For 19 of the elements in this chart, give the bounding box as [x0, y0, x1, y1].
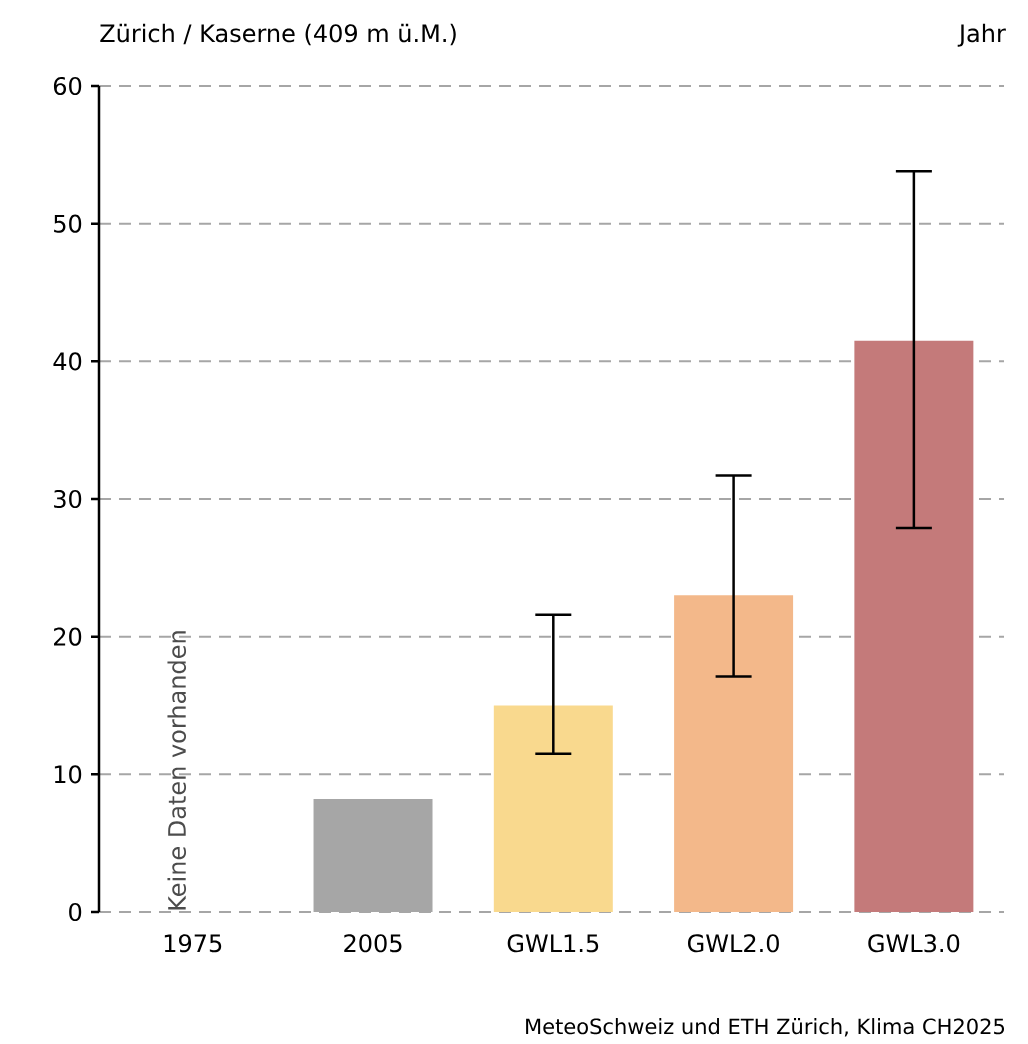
- text: MeteoSchweiz und ETH Zürich, Klima CH2025: [526, 1018, 1005, 1037]
- annotation: Keine Daten vorhanden: [167, 631, 187, 910]
- y-tick-label: 0: [69, 902, 82, 922]
- chart-title: Zürich / Kaserne (409 m ü.M.): [100, 23, 456, 46]
- x-tick-label: GWL2.0: [688, 934, 779, 953]
- chart-subtitle: Jahr: [957, 23, 1006, 47]
- x-tick-label: 2005: [344, 934, 402, 953]
- y-tick-label: 20: [54, 627, 82, 646]
- y-tick-label: 30: [54, 489, 82, 509]
- bar: [674, 595, 794, 912]
- bar: [854, 340, 974, 912]
- y-tick-label: 60: [53, 76, 82, 96]
- y-tick-label: 50: [54, 214, 82, 233]
- y-tick-label: 40: [53, 352, 82, 371]
- x-tick-label: 1975: [164, 934, 222, 953]
- x-tick-label: GWL1.5: [507, 934, 599, 953]
- y-tick-label: 10: [54, 765, 82, 784]
- x-tick-label: GWL3.0: [868, 934, 960, 953]
- bar: [493, 705, 613, 912]
